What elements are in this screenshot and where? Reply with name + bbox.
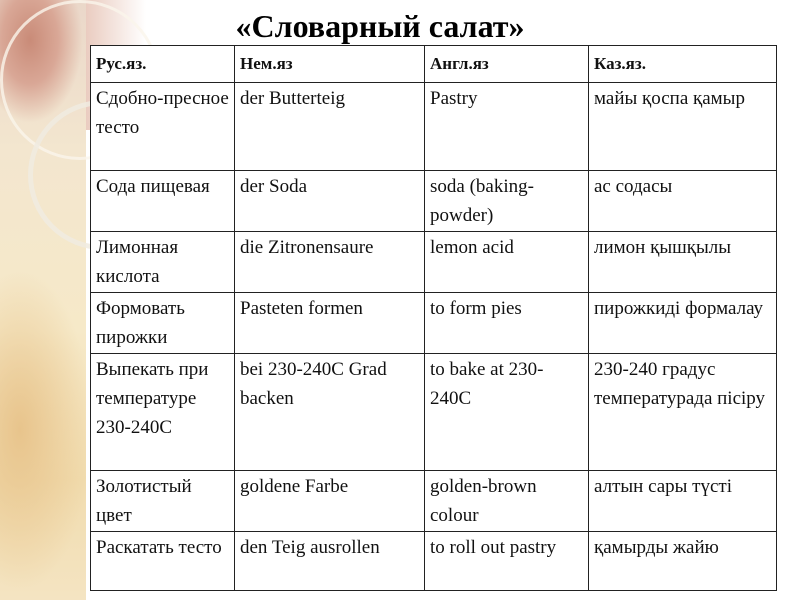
cell-russian: Сода пищевая — [90, 170, 235, 232]
vocabulary-table: Рус.яз. Нем.яз Англ.яз Каз.яз. Сдобно-пр… — [90, 45, 777, 591]
table-row: Сдобно-пресное тесто der Butterteig Pastry… — [90, 82, 777, 171]
cell-russian: Раскатать тесто — [90, 531, 235, 591]
cell-german: goldene Farbe — [234, 470, 425, 532]
header-kazakh: Каз.яз. — [588, 45, 777, 83]
cell-german: Pasteten formen — [234, 292, 425, 354]
table-row: Формовать пирожки Pasteten formen to form … — [90, 292, 777, 354]
cell-german: der Soda — [234, 170, 425, 232]
table-row: Сода пищевая der Soda soda (baking-powder)… — [90, 170, 777, 232]
header-german: Нем.яз — [234, 45, 425, 83]
table-row: Выпекать при температуре 230-240C bei 230… — [90, 353, 777, 471]
cell-kazakh: қамырды жайю — [588, 531, 777, 591]
cell-english: lemon acid — [424, 231, 589, 293]
cell-english: soda (baking-powder) — [424, 170, 589, 232]
cell-english: Pastry — [424, 82, 589, 171]
cell-kazakh: алтын сары түсті — [588, 470, 777, 532]
header-english: Англ.яз — [424, 45, 589, 83]
cell-kazakh: лимон қышқылы — [588, 231, 777, 293]
cell-german: die Zitronensaure — [234, 231, 425, 293]
cell-kazakh: ас содасы — [588, 170, 777, 232]
cell-german: den Teig ausrollen — [234, 531, 425, 591]
header-russian: Рус.яз. — [90, 45, 235, 83]
cell-kazakh: пирожкиді формалау — [588, 292, 777, 354]
cell-english: to bake at 230-240C — [424, 353, 589, 471]
cell-russian: Лимонная кислота — [90, 231, 235, 293]
table-row: Золотистый цвет goldene Farbe golden-brown… — [90, 470, 777, 532]
cell-german: der Butterteig — [234, 82, 425, 171]
table-header-row: Рус.яз. Нем.яз Англ.яз Каз.яз. — [90, 45, 777, 83]
cell-kazakh: 230-240 градус температурада пісіру — [588, 353, 777, 471]
cell-russian: Сдобно-пресное тесто — [90, 82, 235, 171]
table-row: Раскатать тесто den Teig ausrollen to roll… — [90, 531, 777, 591]
cell-english: to form pies — [424, 292, 589, 354]
cell-russian: Выпекать при температуре 230-240C — [90, 353, 235, 471]
table-row: Лимонная кислота die Zitronensaure lemon a… — [90, 231, 777, 293]
cell-russian: Золотистый цвет — [90, 470, 235, 532]
slide-title: «Словарный салат» — [235, 8, 525, 44]
cell-german: bei 230-240C Grad backen — [234, 353, 425, 471]
cell-english: to roll out pastry — [424, 531, 589, 591]
cell-english: golden-brown colour — [424, 470, 589, 532]
cell-kazakh: майы қоспа қамыр — [588, 82, 777, 171]
cell-russian: Формовать пирожки — [90, 292, 235, 354]
